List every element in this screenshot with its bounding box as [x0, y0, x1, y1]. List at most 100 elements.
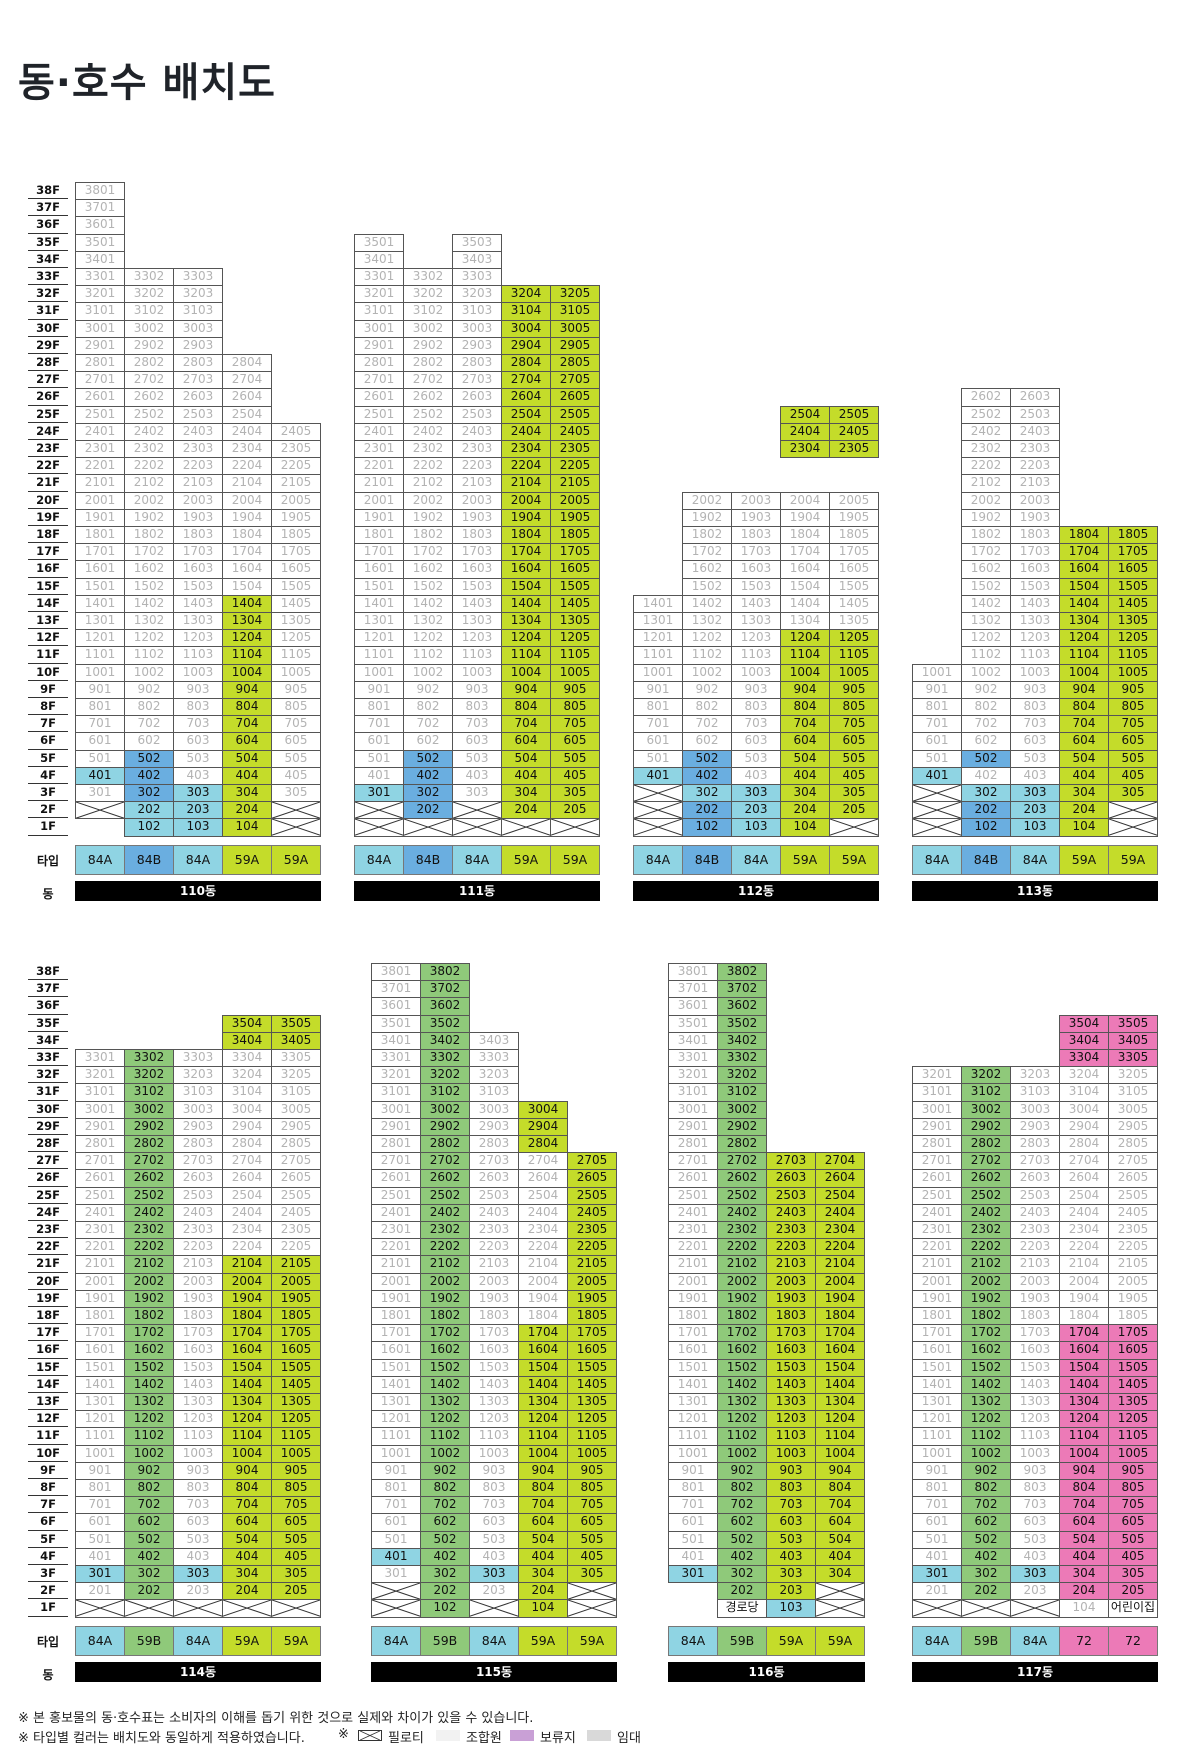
- unit-cell: 1103: [173, 1427, 223, 1446]
- unit-cell: 3003: [173, 319, 223, 338]
- unit-cell: 1903: [173, 1289, 223, 1308]
- unit-cell: 803: [173, 1479, 223, 1498]
- unit-cell: 2603: [1010, 1169, 1060, 1188]
- unit-cell: 401: [633, 766, 683, 785]
- unit-cell: 604: [815, 1513, 865, 1532]
- unit-cell: 2003: [1010, 491, 1060, 510]
- unit-cell: 1803: [452, 526, 502, 545]
- unit-cell: 2403: [469, 1203, 519, 1222]
- unit-cell: 2803: [469, 1135, 519, 1154]
- unit-cell: 3403: [469, 1031, 519, 1050]
- unit-cell: 405: [271, 766, 321, 785]
- unit-cell: 1703: [766, 1324, 816, 1343]
- unit-cell: 1303: [1010, 612, 1060, 631]
- floor-label: 25F: [28, 406, 68, 423]
- unit-cell: 1401: [371, 1375, 421, 1394]
- type-cell: 84A: [173, 844, 223, 875]
- unit-cell: 2805: [1108, 1135, 1158, 1154]
- unit-cell: 3105: [271, 1083, 321, 1102]
- unit-cell: 2204: [518, 1238, 568, 1257]
- type-cell: 59B: [124, 1625, 174, 1656]
- type-row-label: 타입: [36, 853, 60, 868]
- unit-cell: 2404: [518, 1203, 568, 1222]
- unit-cell: 604: [222, 732, 272, 751]
- unit-cell: 705: [1108, 715, 1158, 734]
- unit-cell: 1802: [403, 526, 453, 545]
- floor-label: 27F: [28, 1152, 68, 1170]
- floor-label: 12F: [28, 629, 68, 647]
- unit-cell: 1004: [501, 663, 551, 682]
- unit-cell: 401: [668, 1547, 718, 1566]
- floor-label: 23F: [28, 1221, 68, 1239]
- unit-cell: 902: [403, 680, 453, 699]
- unit-cell: 502: [961, 749, 1011, 768]
- unit-cell: 1305: [1108, 612, 1158, 631]
- unit-cell: 501: [668, 1530, 718, 1549]
- unit-cell: 1901: [354, 508, 404, 527]
- unit-cell: 1804: [222, 1307, 272, 1326]
- unit-cell: 305: [550, 784, 600, 803]
- unit-cell: 1803: [1010, 1307, 1060, 1326]
- unit-cell: 503: [731, 749, 781, 768]
- unit-cell: 3401: [354, 250, 404, 269]
- unit-cell: 705: [829, 715, 879, 734]
- unit-cell: 2405: [271, 422, 321, 441]
- unit-cell: 905: [550, 680, 600, 699]
- unit-cell: 1604: [1059, 1341, 1109, 1360]
- unit-cell: 1203: [452, 629, 502, 648]
- unit-cell: 301: [75, 784, 125, 803]
- unit-cell: 2805: [550, 354, 600, 373]
- unit-cell: 1801: [912, 1307, 962, 1326]
- unit-cell: 2003: [173, 491, 223, 510]
- unit-cell: 1004: [815, 1444, 865, 1463]
- unit-cell: 2304: [815, 1221, 865, 1240]
- unit-cell: 904: [780, 680, 830, 699]
- unit-cell: 1304: [1059, 612, 1109, 631]
- unit-cell: 505: [1108, 1530, 1158, 1549]
- footnote-2: ※ 타입별 컬러는 배치도와 동일하게 적용하였습니다.: [18, 1731, 305, 1746]
- unit-cell: 605: [1108, 1513, 1158, 1532]
- unit-cell: 3003: [452, 319, 502, 338]
- unit-cell: 1203: [469, 1410, 519, 1429]
- unit-cell: 2902: [420, 1117, 470, 1136]
- unit-cell: 1804: [518, 1307, 568, 1326]
- pilotis-cross-icon: [912, 1599, 962, 1618]
- unit-cell: 1203: [173, 629, 223, 648]
- unit-cell: 1903: [469, 1289, 519, 1308]
- unit-cell: 1601: [371, 1341, 421, 1360]
- unit-cell: 2401: [912, 1203, 962, 1222]
- unit-cell: 2005: [829, 491, 879, 510]
- unit-cell: 1904: [1059, 1289, 1109, 1308]
- unit-cell: 704: [815, 1496, 865, 1515]
- unit-cell: 701: [75, 715, 125, 734]
- unit-cell: 801: [354, 698, 404, 717]
- unit-cell: 803: [731, 698, 781, 717]
- unit-cell: 3405: [1108, 1031, 1158, 1050]
- unit-cell: 2802: [961, 1135, 1011, 1154]
- unit-cell: 2904: [1059, 1117, 1109, 1136]
- unit-cell: 1402: [420, 1375, 470, 1394]
- unit-cell: 503: [1010, 749, 1060, 768]
- unit-cell: 2605: [550, 388, 600, 407]
- pilotis-cross-icon: [1010, 1599, 1060, 1618]
- unit-cell: 1301: [75, 1393, 125, 1412]
- unit-cell: 2305: [1108, 1221, 1158, 1240]
- unit-cell: 1603: [766, 1341, 816, 1360]
- unit-cell: 2205: [271, 1238, 321, 1257]
- unit-cell: 703: [452, 715, 502, 734]
- unit-cell: 3402: [717, 1031, 767, 1050]
- unit-cell: 1202: [420, 1410, 470, 1429]
- unit-cell: 2003: [766, 1272, 816, 1291]
- type-cell: 59A: [222, 1625, 272, 1656]
- unit-cell: 2003: [1010, 1272, 1060, 1291]
- unit-cell: 903: [1010, 1461, 1060, 1480]
- unit-cell: 2402: [961, 1203, 1011, 1222]
- unit-cell: 204: [501, 801, 551, 820]
- unit-cell: 1505: [271, 577, 321, 596]
- unit-cell: 1401: [75, 1375, 125, 1394]
- floor-label: 21F: [28, 1255, 68, 1273]
- unit-cell: 1201: [75, 1410, 125, 1429]
- unit-cell: 1104: [501, 646, 551, 665]
- unit-cell: 2504: [222, 405, 272, 424]
- type-cell: 84A: [731, 844, 781, 875]
